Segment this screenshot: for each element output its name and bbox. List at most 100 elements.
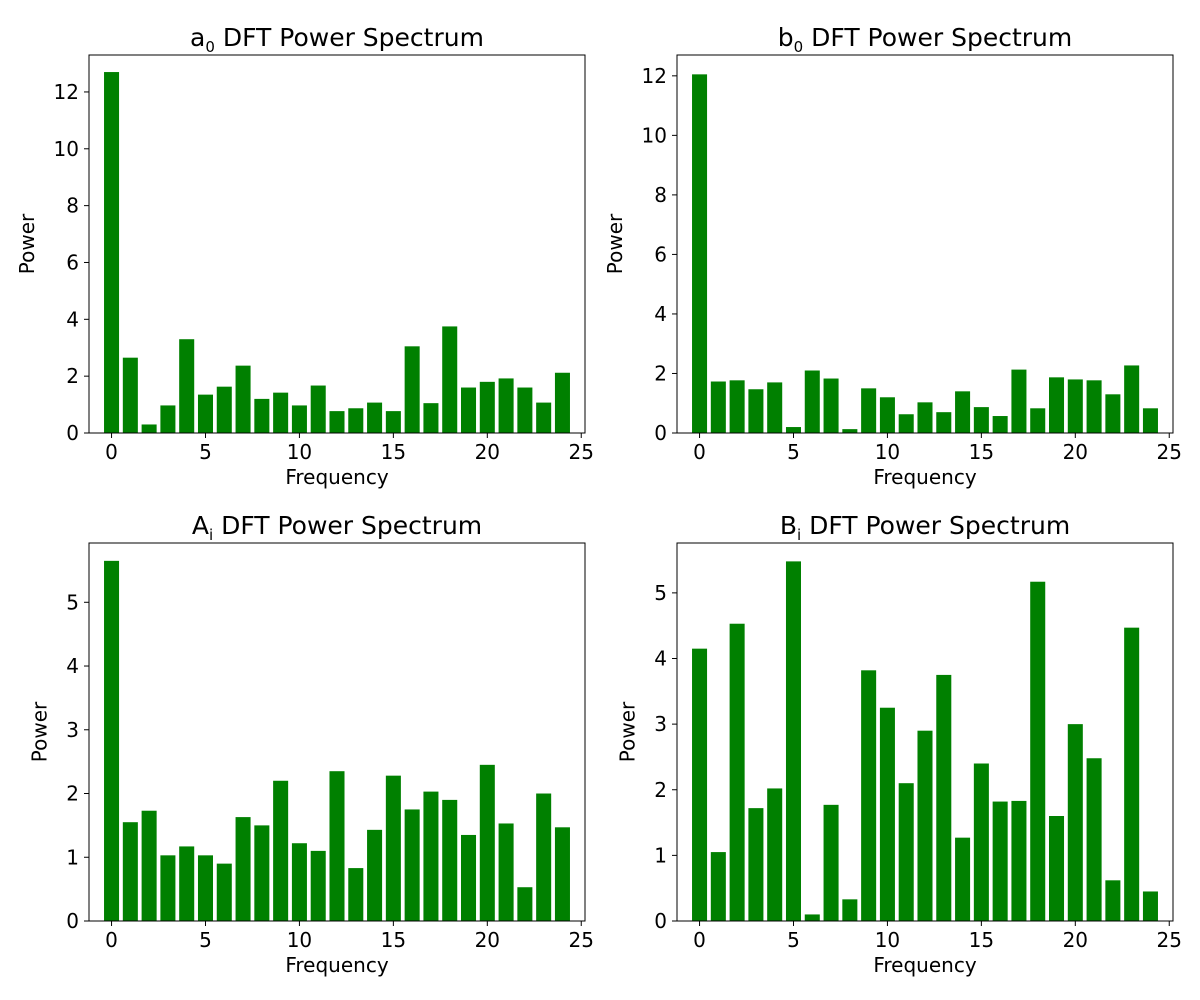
y-tick-label: 3 xyxy=(654,712,667,736)
bar-3 xyxy=(160,855,176,921)
bar-0 xyxy=(692,74,708,433)
bar-3 xyxy=(160,405,176,433)
bar-23 xyxy=(536,793,552,921)
x-tick-label: 5 xyxy=(787,928,800,952)
bar-6 xyxy=(216,863,232,921)
bar-7 xyxy=(823,804,839,921)
bar-5 xyxy=(785,427,801,433)
bar-1 xyxy=(710,852,726,921)
bar-7 xyxy=(235,365,251,433)
x-tick-label: 25 xyxy=(1157,928,1182,952)
y-tick-label: 4 xyxy=(66,307,79,331)
bar-20 xyxy=(479,381,495,433)
chart-title: Ai DFT Power Spectrum xyxy=(192,511,482,544)
bar-1 xyxy=(122,822,138,921)
y-tick-label: 4 xyxy=(654,302,667,326)
bar-21 xyxy=(1086,380,1102,433)
bar-11 xyxy=(310,850,326,921)
bar-12 xyxy=(917,402,933,433)
bar-4 xyxy=(767,382,783,433)
x-tick-label: 20 xyxy=(1063,440,1088,464)
bar-20 xyxy=(1067,379,1083,433)
bar-17 xyxy=(1011,369,1027,433)
bar-4 xyxy=(767,788,783,921)
y-axis-label: Power xyxy=(15,213,39,274)
x-tick-label: 10 xyxy=(287,440,312,464)
bar-6 xyxy=(216,386,232,433)
y-tick-label: 10 xyxy=(54,137,79,161)
y-tick-label: 0 xyxy=(654,909,667,933)
y-tick-label: 4 xyxy=(654,647,667,671)
x-tick-label: 10 xyxy=(875,928,900,952)
x-tick-label: 25 xyxy=(1157,440,1182,464)
bar-11 xyxy=(310,385,326,433)
x-tick-label: 5 xyxy=(199,440,212,464)
chart-title: b0 DFT Power Spectrum xyxy=(778,23,1072,56)
y-tick-label: 12 xyxy=(54,80,79,104)
axes-frame xyxy=(676,542,1174,922)
bar-22 xyxy=(517,387,533,433)
bar-13 xyxy=(348,408,364,433)
bar-19 xyxy=(1049,377,1065,433)
y-tick-label: 0 xyxy=(66,909,79,933)
x-tick-label: 10 xyxy=(287,928,312,952)
axes-frame xyxy=(88,54,586,434)
bar-21 xyxy=(498,378,514,433)
bar-18 xyxy=(1030,581,1046,921)
subplot-2: 0 5 10 15 20 25 0 2 4 6 8 10 12 Frequency Power b0 DFT … xyxy=(603,23,1182,489)
bar-18 xyxy=(442,799,458,921)
bar-22 xyxy=(517,887,533,921)
bar-4 xyxy=(179,846,195,921)
x-tick-label: 10 xyxy=(875,440,900,464)
bar-14 xyxy=(367,829,383,921)
x-tick-label: 15 xyxy=(381,440,406,464)
bar-1 xyxy=(122,357,138,433)
chart-title: a0 DFT Power Spectrum xyxy=(190,23,484,56)
bar-6 xyxy=(804,370,820,433)
bar-12 xyxy=(917,730,933,921)
bar-20 xyxy=(1067,724,1083,922)
y-tick-label: 8 xyxy=(66,194,79,218)
y-tick-label: 12 xyxy=(642,64,667,88)
y-tick-label: 2 xyxy=(66,364,79,388)
bar-9 xyxy=(273,780,289,921)
bar-8 xyxy=(842,429,858,433)
bar-0 xyxy=(104,72,120,434)
bar-15 xyxy=(385,775,401,921)
x-tick-label: 5 xyxy=(787,440,800,464)
x-tick-label: 0 xyxy=(693,440,706,464)
bar-22 xyxy=(1105,880,1121,921)
bar-14 xyxy=(955,391,971,433)
x-axis-label: Frequency xyxy=(873,465,976,489)
subplot-4: 0 5 10 15 20 25 0 1 2 3 4 5 Frequency Power Bi DFT Pow… xyxy=(616,511,1182,977)
y-tick-label: 2 xyxy=(654,361,667,385)
subplot-3: 0 5 10 15 20 25 0 1 2 3 4 5 Frequency Power Ai DFT Pow… xyxy=(28,511,594,977)
bar-22 xyxy=(1105,394,1121,433)
bar-2 xyxy=(729,380,745,433)
bar-0 xyxy=(692,648,708,921)
axes-frame xyxy=(88,542,586,922)
bar-9 xyxy=(273,392,289,433)
bar-5 xyxy=(785,561,801,922)
bar-24 xyxy=(1142,408,1158,433)
bar-2 xyxy=(141,424,157,433)
chart-title: Bi DFT Power Spectrum xyxy=(780,511,1070,544)
y-tick-label: 6 xyxy=(654,242,667,266)
bar-23 xyxy=(1124,365,1140,433)
bar-6 xyxy=(804,914,820,921)
bar-9 xyxy=(861,670,877,921)
bar-15 xyxy=(385,411,401,433)
bar-1 xyxy=(710,381,726,433)
bar-21 xyxy=(1086,758,1102,921)
bar-8 xyxy=(254,398,270,433)
x-tick-label: 20 xyxy=(1063,928,1088,952)
bar-24 xyxy=(554,827,570,921)
y-tick-label: 3 xyxy=(66,718,79,742)
bar-12 xyxy=(329,411,345,433)
bar-2 xyxy=(141,810,157,921)
bar-10 xyxy=(291,405,307,433)
x-tick-label: 15 xyxy=(381,928,406,952)
axes-frame xyxy=(676,54,1174,434)
y-axis-label: Power xyxy=(28,701,52,762)
